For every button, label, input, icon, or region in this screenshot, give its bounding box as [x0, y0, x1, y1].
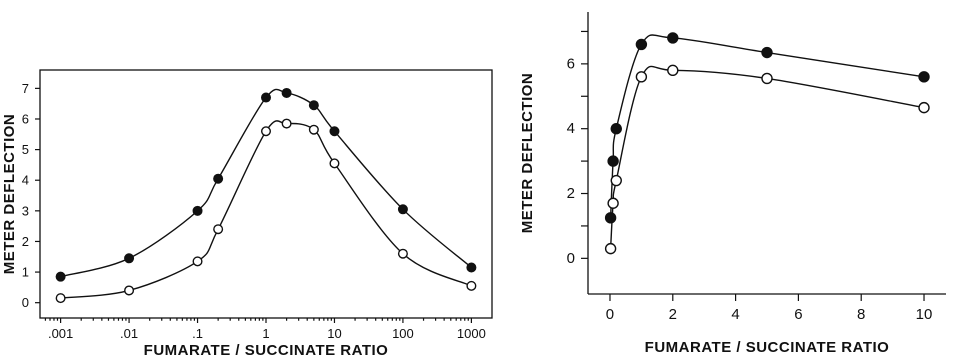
data-point-open: [761, 72, 773, 85]
data-point-filled: [667, 32, 679, 44]
data-point-open: [308, 124, 319, 135]
data-point-filled: [607, 155, 619, 167]
y-tick-label: 6: [567, 55, 575, 72]
data-point-open: [192, 256, 203, 267]
series-line-open: [609, 65, 925, 249]
chart-left: .001 .01 .1 1 10 100 1000 0 1 2 3 4 5 6 7 FUMARATE / SU…: [1, 69, 493, 359]
y-tick-label: 4: [22, 173, 29, 188]
plot-frame: [39, 69, 493, 319]
x-tick-label: 2: [669, 306, 677, 323]
x-tick-label: 10: [327, 326, 341, 341]
y-tick-label: 3: [22, 203, 29, 218]
data-point-open: [124, 285, 135, 296]
data-point-filled: [55, 271, 66, 282]
x-tick-label: 0: [606, 306, 614, 323]
data-point-filled: [281, 87, 292, 98]
data-point-filled: [124, 253, 135, 264]
data-point-filled: [308, 100, 319, 111]
data-point-open: [261, 126, 272, 137]
data-point-filled: [918, 71, 930, 83]
data-point-filled: [635, 38, 648, 51]
x-tick-label: 100: [392, 326, 414, 341]
y-axis-title: METER DEFLECTION: [519, 73, 536, 234]
data-point-filled: [604, 212, 617, 224]
y-tick-label: 6: [22, 111, 29, 126]
data-point-open: [397, 248, 408, 259]
data-point-filled: [329, 126, 340, 137]
x-axis-title: FUMARATE / SUCCINATE RATIO: [144, 342, 389, 359]
x-tick-label: 8: [857, 306, 865, 323]
y-tick-label: 2: [567, 185, 575, 202]
data-point-open: [55, 293, 66, 304]
x-tick-label: .01: [120, 326, 138, 341]
series-line-filled: [609, 34, 925, 218]
data-point-open: [213, 224, 224, 235]
x-tick-label: 1: [262, 326, 269, 341]
data-point-filled: [397, 204, 408, 215]
y-tick-label: 2: [22, 234, 29, 249]
data-point-open: [281, 118, 292, 129]
y-tick-label: 7: [22, 81, 29, 96]
data-point-filled: [466, 262, 477, 273]
data-point-open: [607, 197, 619, 209]
data-point-filled: [192, 205, 203, 216]
x-tick-label: .001: [48, 326, 73, 341]
y-tick-label: 0: [22, 295, 29, 310]
y-tick-label: 4: [567, 120, 575, 137]
data-point-filled: [761, 46, 773, 59]
data-point-filled: [213, 173, 224, 184]
series-line-open: [60, 120, 472, 299]
chart-right: 0 2 4 6 8 10 0 2 4 6 FUMARATE / SUCCINATE RATIO MET…: [519, 12, 946, 356]
data-point-filled: [610, 122, 622, 135]
data-point-open: [329, 158, 340, 169]
data-point-open: [918, 101, 930, 114]
x-axis-title: FUMARATE / SUCCINATE RATIO: [645, 339, 890, 356]
data-point-open: [466, 280, 477, 291]
data-point-filled: [261, 92, 272, 103]
y-axis-title: METER DEFLECTION: [1, 114, 18, 275]
x-tick-label: 6: [794, 306, 802, 323]
x-tick-label: 4: [731, 306, 739, 323]
y-tick-label: 1: [22, 265, 29, 280]
x-tick-label: 10: [916, 306, 933, 323]
y-tick-label: 5: [22, 142, 29, 157]
series-line-filled: [60, 88, 472, 278]
data-point-open: [604, 242, 617, 255]
y-tick-label: 0: [567, 250, 575, 267]
data-point-open: [635, 71, 648, 83]
data-point-open: [667, 64, 679, 77]
x-tick-label: 1000: [457, 326, 486, 341]
data-point-open: [610, 174, 622, 187]
x-tick-label: .1: [192, 326, 203, 341]
